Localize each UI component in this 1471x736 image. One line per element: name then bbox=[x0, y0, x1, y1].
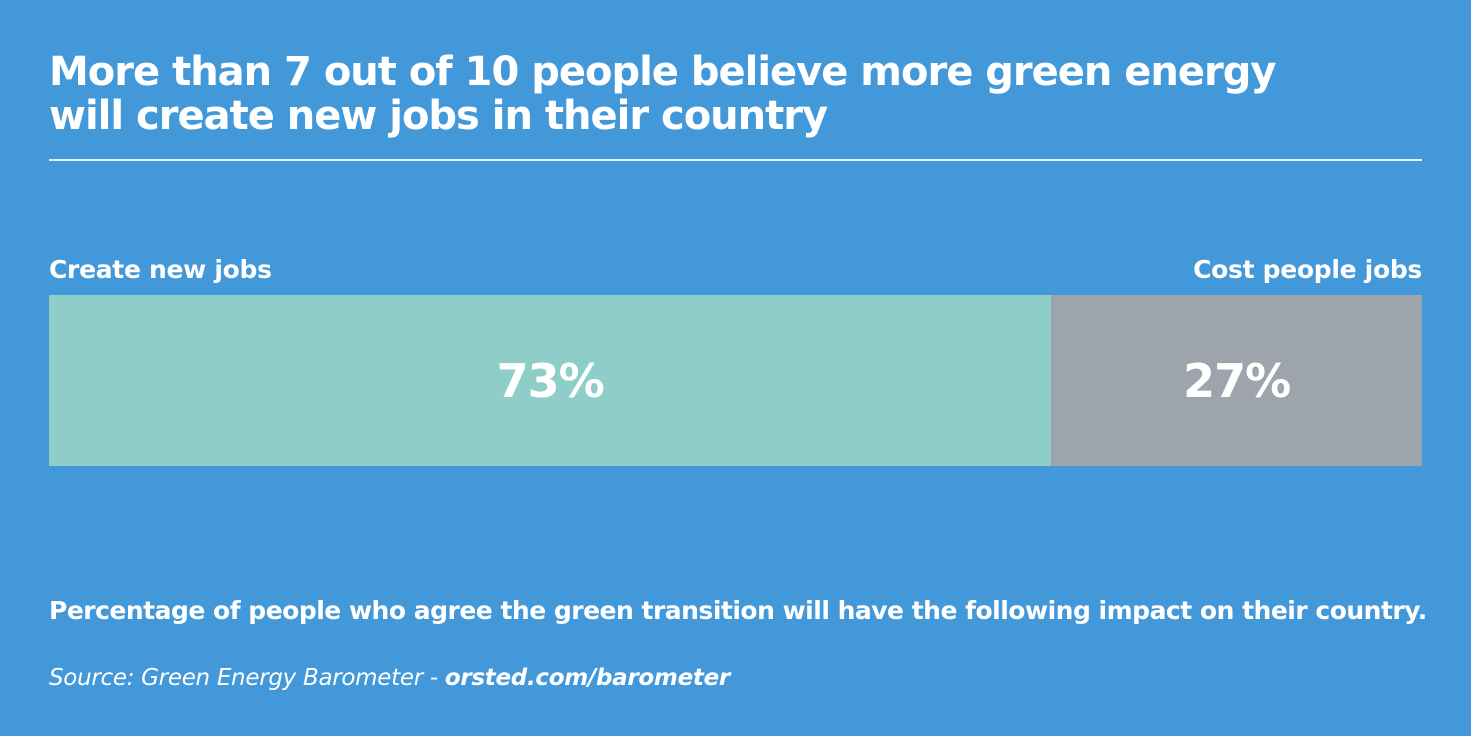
chart-footnote: Percentage of people who agree the green… bbox=[49, 596, 1427, 625]
stacked-bar: 73% 27% bbox=[49, 295, 1422, 466]
source-line: Source: Green Energy Barometer - orsted.… bbox=[49, 663, 730, 693]
bar-segment-cost-jobs: 27% bbox=[1051, 295, 1422, 466]
data-label-create-jobs: 73% bbox=[496, 353, 605, 408]
chart-title-line-1: More than 7 out of 10 people believe mor… bbox=[49, 49, 1276, 95]
category-label-create-jobs: Create new jobs bbox=[49, 255, 272, 284]
source-link[interactable]: orsted.com/barometer bbox=[444, 665, 730, 691]
chart-title: More than 7 out of 10 people believe mor… bbox=[49, 50, 1349, 138]
source-prefix: Source: Green Energy Barometer - bbox=[49, 665, 445, 691]
title-divider bbox=[49, 159, 1422, 161]
bar-segment-create-jobs: 73% bbox=[49, 295, 1052, 466]
category-label-cost-jobs: Cost people jobs bbox=[1193, 255, 1422, 284]
data-label-cost-jobs: 27% bbox=[1183, 353, 1291, 408]
chart-title-line-2: will create new jobs in their country bbox=[49, 93, 828, 139]
